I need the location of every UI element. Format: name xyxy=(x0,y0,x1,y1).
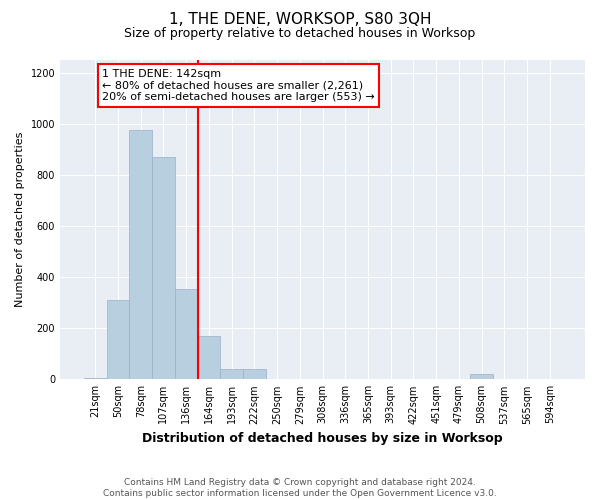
Text: 1 THE DENE: 142sqm
← 80% of detached houses are smaller (2,261)
20% of semi-deta: 1 THE DENE: 142sqm ← 80% of detached hou… xyxy=(102,69,375,102)
Bar xyxy=(243,369,266,380)
Text: 1, THE DENE, WORKSOP, S80 3QH: 1, THE DENE, WORKSOP, S80 3QH xyxy=(169,12,431,28)
Bar xyxy=(470,374,493,380)
Bar xyxy=(220,369,243,380)
Bar xyxy=(175,288,197,380)
Bar xyxy=(84,378,107,380)
Bar xyxy=(130,130,152,380)
Bar xyxy=(152,157,175,380)
Text: Contains HM Land Registry data © Crown copyright and database right 2024.
Contai: Contains HM Land Registry data © Crown c… xyxy=(103,478,497,498)
Text: Size of property relative to detached houses in Worksop: Size of property relative to detached ho… xyxy=(124,28,476,40)
Bar xyxy=(107,300,130,380)
Bar xyxy=(197,336,220,380)
X-axis label: Distribution of detached houses by size in Worksop: Distribution of detached houses by size … xyxy=(142,432,503,445)
Y-axis label: Number of detached properties: Number of detached properties xyxy=(15,132,25,308)
